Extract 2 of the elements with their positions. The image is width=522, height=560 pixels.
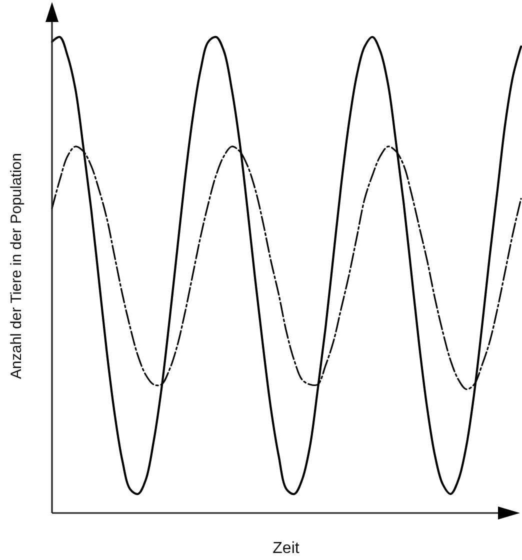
- x-axis-title: Zeit: [272, 540, 300, 558]
- y-axis-title: Anzahl der Tiere in der Population: [8, 153, 25, 379]
